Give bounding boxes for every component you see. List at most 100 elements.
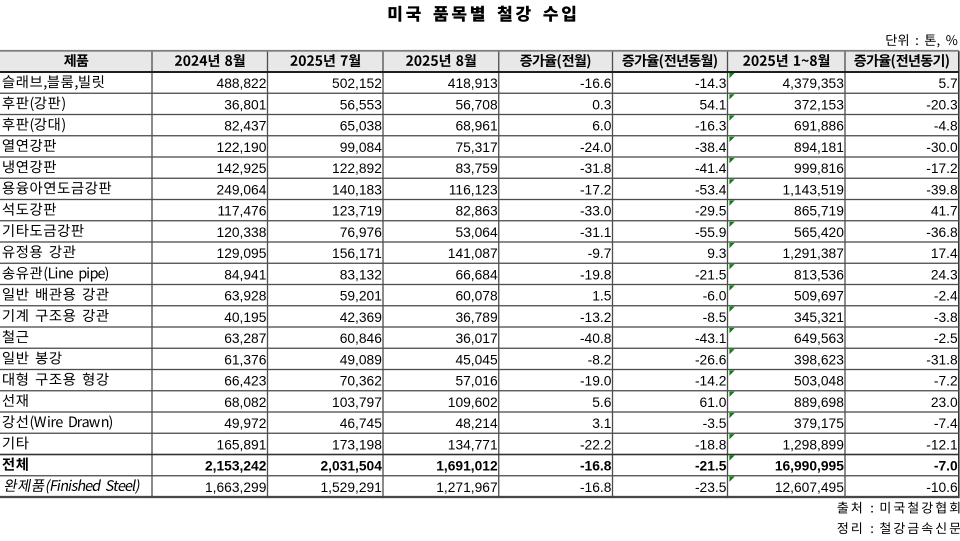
svg-text:865,719: 865,719 bbox=[794, 204, 844, 219]
svg-text:418,913: 418,913 bbox=[448, 76, 498, 91]
svg-text:488,822: 488,822 bbox=[217, 76, 267, 91]
svg-text:-19.8: -19.8 bbox=[580, 267, 612, 282]
svg-text:142,925: 142,925 bbox=[217, 161, 267, 176]
svg-text:-31.8: -31.8 bbox=[580, 161, 612, 176]
svg-text:82,437: 82,437 bbox=[224, 119, 266, 134]
svg-text:65,038: 65,038 bbox=[340, 119, 383, 134]
svg-text:565,420: 565,420 bbox=[794, 225, 844, 240]
svg-text:2,153,242: 2,153,242 bbox=[205, 459, 267, 474]
svg-text:134,771: 134,771 bbox=[448, 437, 498, 452]
svg-text:83,132: 83,132 bbox=[340, 267, 382, 282]
svg-text:68,961: 68,961 bbox=[455, 119, 497, 134]
svg-text:84,941: 84,941 bbox=[224, 267, 266, 282]
svg-text:-55.9: -55.9 bbox=[695, 225, 727, 240]
svg-text:-38.4: -38.4 bbox=[695, 140, 727, 155]
svg-text:122,190: 122,190 bbox=[217, 140, 267, 155]
svg-text:59,201: 59,201 bbox=[340, 289, 382, 304]
svg-text:1.5: 1.5 bbox=[592, 289, 612, 304]
svg-text:123,719: 123,719 bbox=[332, 204, 382, 219]
svg-text:-13.2: -13.2 bbox=[580, 310, 611, 325]
svg-text:116,123: 116,123 bbox=[449, 182, 498, 197]
svg-text:12,607,495: 12,607,495 bbox=[775, 480, 844, 495]
svg-text:165,891: 165,891 bbox=[217, 437, 267, 452]
svg-text:691,886: 691,886 bbox=[794, 119, 844, 134]
svg-text:6.0: 6.0 bbox=[592, 119, 612, 134]
svg-text:-7.0: -7.0 bbox=[934, 459, 958, 474]
svg-text:372,153: 372,153 bbox=[794, 97, 844, 112]
svg-text:-7.4: -7.4 bbox=[934, 416, 958, 431]
svg-text:-43.1: -43.1 bbox=[695, 331, 726, 346]
svg-text:-40.8: -40.8 bbox=[580, 331, 612, 346]
svg-text:-16.8: -16.8 bbox=[580, 480, 612, 495]
svg-text:1,663,299: 1,663,299 bbox=[205, 480, 267, 495]
svg-text:502,152: 502,152 bbox=[332, 76, 382, 91]
svg-text:63,287: 63,287 bbox=[224, 331, 266, 346]
svg-text:66,684: 66,684 bbox=[455, 267, 498, 282]
svg-text:999,816: 999,816 bbox=[794, 161, 844, 176]
svg-text:-16.3: -16.3 bbox=[695, 119, 727, 134]
svg-text:1,691,012: 1,691,012 bbox=[436, 459, 498, 474]
svg-text:3.1: 3.1 bbox=[592, 416, 611, 431]
svg-text:40,195: 40,195 bbox=[224, 310, 267, 325]
svg-text:-14.2: -14.2 bbox=[695, 374, 726, 389]
svg-text:24.3: 24.3 bbox=[931, 267, 958, 282]
svg-text:-16.8: -16.8 bbox=[580, 459, 612, 474]
svg-text:-33.0: -33.0 bbox=[580, 204, 612, 219]
svg-text:41.7: 41.7 bbox=[931, 204, 958, 219]
svg-text:60,846: 60,846 bbox=[340, 331, 383, 346]
svg-text:-9.7: -9.7 bbox=[588, 246, 612, 261]
svg-text:1,291,387: 1,291,387 bbox=[783, 246, 844, 261]
svg-text:894,181: 894,181 bbox=[794, 140, 844, 155]
svg-text:1,271,967: 1,271,967 bbox=[436, 480, 497, 495]
svg-text:9.3: 9.3 bbox=[707, 246, 727, 261]
svg-text:1,298,899: 1,298,899 bbox=[783, 437, 845, 452]
svg-text:173,198: 173,198 bbox=[332, 437, 382, 452]
svg-text:60,078: 60,078 bbox=[455, 289, 498, 304]
svg-text:48,214: 48,214 bbox=[455, 416, 498, 431]
svg-text:1,529,291: 1,529,291 bbox=[321, 480, 382, 495]
svg-text:-3.8: -3.8 bbox=[934, 310, 958, 325]
svg-text:120,338: 120,338 bbox=[217, 225, 267, 240]
svg-text:398,623: 398,623 bbox=[794, 352, 844, 367]
svg-text:103,797: 103,797 bbox=[332, 395, 382, 410]
svg-text:129,095: 129,095 bbox=[217, 246, 267, 261]
svg-text:54.1: 54.1 bbox=[700, 97, 727, 112]
svg-text:-16.6: -16.6 bbox=[580, 76, 612, 91]
svg-text:36,801: 36,801 bbox=[224, 97, 266, 112]
svg-text:-3.5: -3.5 bbox=[703, 416, 727, 431]
svg-text:509,697: 509,697 bbox=[794, 289, 844, 304]
svg-text:-24.0: -24.0 bbox=[580, 140, 612, 155]
svg-text:36,017: 36,017 bbox=[455, 331, 497, 346]
svg-text:-17.2: -17.2 bbox=[580, 182, 611, 197]
svg-text:141,087: 141,087 bbox=[448, 246, 498, 261]
svg-text:140,183: 140,183 bbox=[332, 182, 382, 197]
svg-text:-8.5: -8.5 bbox=[703, 310, 727, 325]
svg-text:83,759: 83,759 bbox=[455, 161, 498, 176]
svg-text:-21.5: -21.5 bbox=[695, 267, 727, 282]
svg-text:379,175: 379,175 bbox=[794, 416, 844, 431]
svg-text:99,084: 99,084 bbox=[340, 140, 383, 155]
svg-text:53,064: 53,064 bbox=[455, 225, 498, 240]
svg-text:-41.4: -41.4 bbox=[695, 161, 727, 176]
svg-text:-2.5: -2.5 bbox=[934, 331, 958, 346]
svg-text:63,928: 63,928 bbox=[224, 289, 267, 304]
svg-text:889,698: 889,698 bbox=[794, 395, 844, 410]
svg-text:61,376: 61,376 bbox=[224, 352, 267, 367]
svg-text:-10.6: -10.6 bbox=[926, 480, 958, 495]
svg-text:-30.0: -30.0 bbox=[926, 140, 958, 155]
svg-text:5.7: 5.7 bbox=[939, 76, 958, 91]
svg-text:-21.5: -21.5 bbox=[695, 459, 727, 474]
svg-text:-23.5: -23.5 bbox=[695, 480, 727, 495]
svg-text:36,789: 36,789 bbox=[455, 310, 498, 325]
svg-text:-12.1: -12.1 bbox=[926, 437, 957, 452]
svg-text:56,553: 56,553 bbox=[340, 97, 383, 112]
svg-text:-22.2: -22.2 bbox=[580, 437, 611, 452]
svg-text:-31.8: -31.8 bbox=[926, 352, 958, 367]
svg-text:-53.4: -53.4 bbox=[695, 182, 727, 197]
svg-text:61.0: 61.0 bbox=[700, 395, 727, 410]
svg-text:503,048: 503,048 bbox=[794, 374, 844, 389]
svg-text:-17.2: -17.2 bbox=[926, 161, 957, 176]
svg-text:109,602: 109,602 bbox=[448, 395, 498, 410]
svg-text:5.6: 5.6 bbox=[592, 395, 612, 410]
svg-text:813,536: 813,536 bbox=[794, 267, 844, 282]
